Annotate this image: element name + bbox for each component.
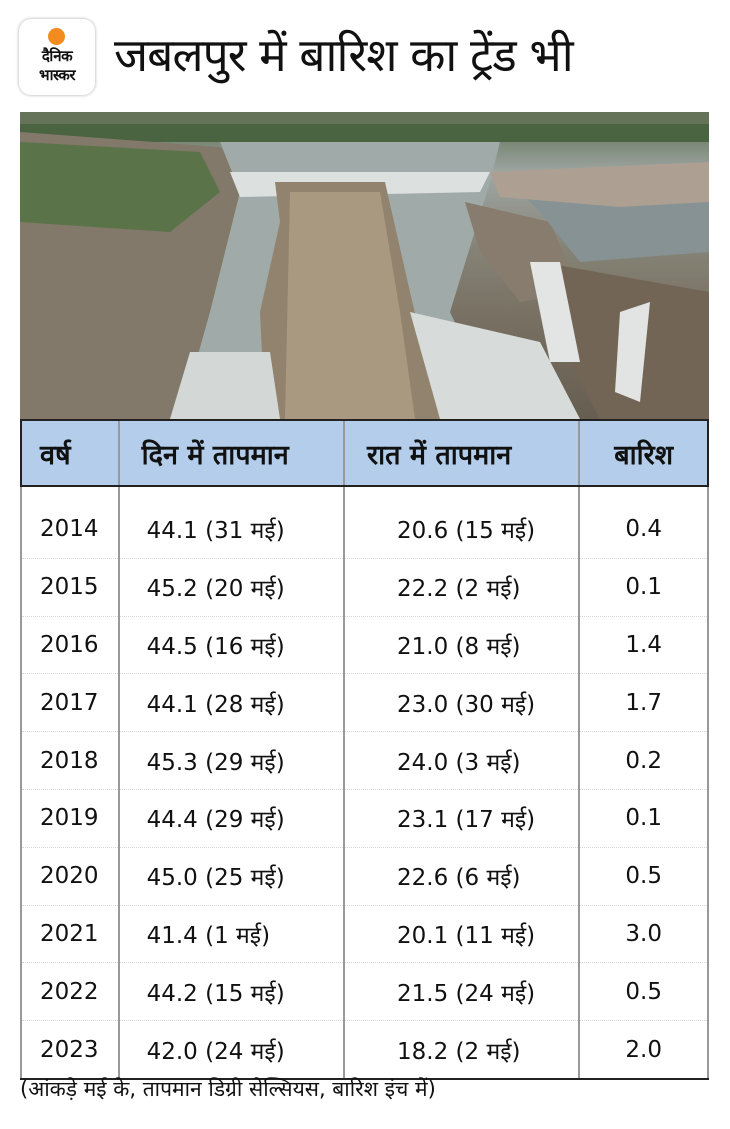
logo-line-1: दैनिक — [41, 47, 73, 65]
waterfall-photo — [20, 112, 709, 419]
cell-night-temp: 18.2 (2 मई) — [343, 1020, 580, 1080]
table-row: 2022 44.2 (15 मई) 21.5 (24 मई) 0.5 — [20, 962, 709, 1022]
page-title: जबलपुर में बारिश का ट्रेंड भी — [114, 28, 574, 82]
cell-day-temp: 44.1 (28 मई) — [117, 673, 345, 733]
cell-year: 2019 — [20, 789, 119, 848]
cell-year: 2018 — [20, 731, 119, 790]
cell-night-temp: 21.5 (24 मई) — [343, 962, 580, 1022]
temperature-rain-table: वर्ष दिन में तापमान रात में तापमान बारिश… — [20, 419, 709, 1080]
column-header-night-temp: रात में तापमान — [343, 419, 580, 487]
cell-night-temp: 24.0 (3 मई) — [343, 731, 580, 790]
cell-year: 2021 — [20, 905, 119, 964]
footnote: (आंकड़े मई के, तापमान डिग्री सेल्सियस, ब… — [20, 1077, 436, 1101]
cell-night-temp: 20.6 (15 मई) — [343, 486, 580, 559]
table-row: 2021 41.4 (1 मई) 20.1 (11 मई) 3.0 — [20, 905, 709, 964]
cell-night-temp: 23.1 (17 मई) — [343, 789, 580, 848]
cell-day-temp: 44.4 (29 मई) — [117, 789, 345, 848]
cell-rain: 0.4 — [578, 486, 709, 559]
dainik-bhaskar-logo: दैनिक भास्कर — [19, 19, 95, 95]
table-row: 2019 44.4 (29 मई) 23.1 (17 मई) 0.1 — [20, 789, 709, 848]
column-header-rain: बारिश — [578, 419, 709, 487]
cell-rain: 1.7 — [578, 673, 709, 733]
header: दैनिक भास्कर जबलपुर में बारिश का ट्रेंड … — [0, 0, 730, 110]
cell-night-temp: 20.1 (11 मई) — [343, 905, 580, 964]
cell-year: 2017 — [20, 673, 119, 733]
table-row: 2023 42.0 (24 मई) 18.2 (2 मई) 2.0 — [20, 1020, 709, 1080]
cell-rain: 0.5 — [578, 962, 709, 1022]
cell-day-temp: 42.0 (24 मई) — [117, 1020, 345, 1080]
table-header-row: वर्ष दिन में तापमान रात में तापमान बारिश — [20, 419, 709, 487]
logo-line-2: भास्कर — [39, 66, 75, 84]
table-row: 2015 45.2 (20 मई) 22.2 (2 मई) 0.1 — [20, 558, 709, 617]
cell-day-temp: 41.4 (1 मई) — [117, 905, 345, 964]
cell-year: 2016 — [20, 616, 119, 675]
cell-night-temp: 22.6 (6 मई) — [343, 847, 580, 906]
cell-day-temp: 44.5 (16 मई) — [117, 616, 345, 675]
cell-day-temp: 44.2 (15 मई) — [117, 962, 345, 1022]
cell-day-temp: 45.2 (20 मई) — [117, 558, 345, 617]
cell-night-temp: 22.2 (2 मई) — [343, 558, 580, 617]
table-row: 2018 45.3 (29 मई) 24.0 (3 मई) 0.2 — [20, 731, 709, 790]
cell-rain: 0.5 — [578, 847, 709, 906]
cell-year: 2023 — [20, 1020, 119, 1080]
table-row: 2020 45.0 (25 मई) 22.6 (6 मई) 0.5 — [20, 847, 709, 906]
column-header-year: वर्ष — [20, 419, 119, 487]
sun-icon — [48, 28, 65, 45]
cell-rain: 2.0 — [578, 1020, 709, 1080]
cell-rain: 0.2 — [578, 731, 709, 790]
cell-year: 2022 — [20, 962, 119, 1022]
cell-year: 2020 — [20, 847, 119, 906]
cell-night-temp: 23.0 (30 मई) — [343, 673, 580, 733]
cell-rain: 0.1 — [578, 558, 709, 617]
cell-day-temp: 45.3 (29 मई) — [117, 731, 345, 790]
table-row: 2017 44.1 (28 मई) 23.0 (30 मई) 1.7 — [20, 673, 709, 733]
cell-night-temp: 21.0 (8 मई) — [343, 616, 580, 675]
cell-rain: 3.0 — [578, 905, 709, 964]
cell-day-temp: 44.1 (31 मई) — [117, 486, 345, 559]
cell-year: 2014 — [20, 486, 119, 559]
waterfall-illustration — [20, 112, 709, 419]
cell-day-temp: 45.0 (25 मई) — [117, 847, 345, 906]
table-row: 2016 44.5 (16 मई) 21.0 (8 मई) 1.4 — [20, 616, 709, 675]
cell-year: 2015 — [20, 558, 119, 617]
cell-rain: 1.4 — [578, 616, 709, 675]
cell-rain: 0.1 — [578, 789, 709, 848]
column-header-day-temp: दिन में तापमान — [117, 419, 345, 487]
table-row: 2014 44.1 (31 मई) 20.6 (15 मई) 0.4 — [20, 486, 709, 559]
